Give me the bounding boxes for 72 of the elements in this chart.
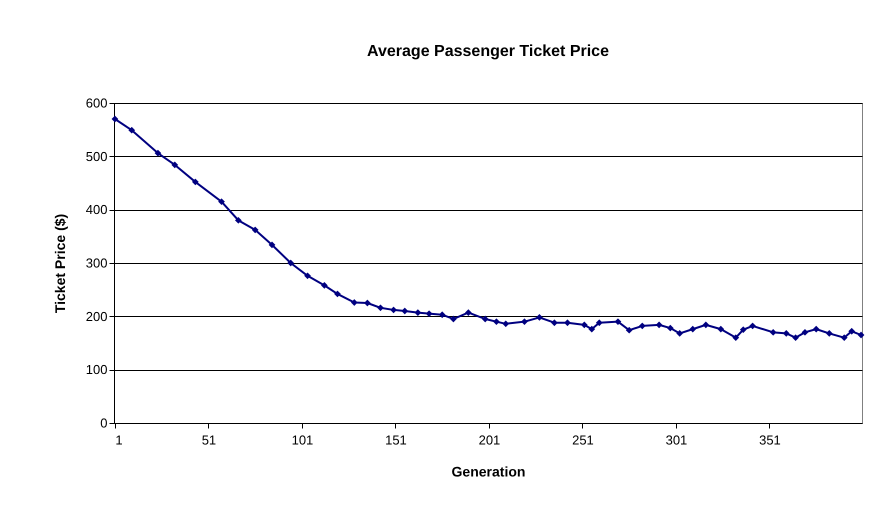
x-tick-label: 51 <box>202 432 216 448</box>
point <box>689 326 696 332</box>
point <box>782 330 790 337</box>
point <box>614 318 622 326</box>
point <box>235 216 242 224</box>
point <box>438 311 446 318</box>
point <box>350 299 358 306</box>
point <box>812 326 820 332</box>
x-tick-label: 301 <box>666 432 688 448</box>
point <box>596 319 603 326</box>
y-tick-label: 100 <box>86 362 108 378</box>
y-tick-label: 500 <box>86 148 108 164</box>
point <box>802 328 808 336</box>
point <box>321 282 328 289</box>
point <box>364 300 371 306</box>
y-tick-label: 200 <box>86 308 108 324</box>
point <box>287 260 294 266</box>
point <box>749 322 756 330</box>
point <box>112 116 118 122</box>
point <box>717 326 724 332</box>
point <box>580 322 588 328</box>
y-tick-label: 300 <box>86 256 108 270</box>
x-axis-title: Generation <box>452 464 526 480</box>
point <box>732 334 740 342</box>
point <box>848 328 856 335</box>
x-tick-label: 151 <box>385 432 407 448</box>
point <box>414 309 422 316</box>
point <box>154 150 162 156</box>
point <box>588 326 596 332</box>
point <box>390 306 397 314</box>
x-tick-label: 201 <box>478 432 500 448</box>
y-tick-label: 600 <box>86 96 108 110</box>
point <box>450 316 457 322</box>
point <box>268 242 276 248</box>
point <box>740 326 747 334</box>
point <box>638 322 646 330</box>
point <box>626 326 633 334</box>
point <box>465 309 472 316</box>
point <box>401 308 408 314</box>
point <box>666 324 674 332</box>
point <box>192 178 199 186</box>
x-tick-label: 1 <box>115 432 123 448</box>
point <box>377 304 384 312</box>
point <box>218 198 225 206</box>
point <box>702 322 710 328</box>
point <box>551 319 558 326</box>
point <box>426 310 432 318</box>
x-tick-label: 251 <box>572 432 594 448</box>
y-tick-label: 0 <box>100 416 108 430</box>
point <box>128 126 136 134</box>
x-tick-label: 101 <box>292 432 314 448</box>
point <box>171 162 178 168</box>
point <box>840 334 848 342</box>
point <box>564 319 571 326</box>
y-tick-label: 400 <box>86 202 108 218</box>
point <box>676 330 684 337</box>
point <box>521 318 528 326</box>
point <box>493 318 500 326</box>
point <box>858 332 864 338</box>
point <box>252 226 259 234</box>
point <box>656 322 662 328</box>
point <box>792 334 799 342</box>
point <box>502 320 510 328</box>
point <box>536 314 543 321</box>
y-axis-title: Ticket Price ($) <box>52 214 68 314</box>
point <box>826 330 833 337</box>
point <box>334 290 341 298</box>
chart-title: Average Passenger Ticket Price <box>367 43 610 60</box>
point <box>770 328 777 336</box>
x-tick-label: 351 <box>759 432 781 448</box>
point <box>482 316 489 322</box>
point <box>304 272 311 280</box>
